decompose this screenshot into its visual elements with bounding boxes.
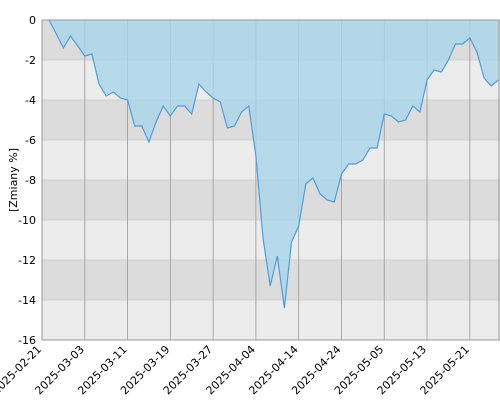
y-axis-label: [Zmiany %]	[7, 148, 20, 212]
area	[49, 20, 499, 308]
plot-frame	[41, 19, 500, 341]
grid-band	[42, 300, 500, 340]
y-tick-label: -14	[18, 294, 36, 307]
y-tick-label: -16	[18, 334, 36, 347]
y-tick-label: 0	[29, 14, 36, 27]
y-tick-label: -4	[25, 94, 36, 107]
line	[48, 19, 499, 309]
y-tick-label: -8	[25, 174, 36, 187]
y-tick-label: -2	[25, 54, 36, 67]
y-tick-label: -10	[18, 214, 36, 227]
y-tick-label: -6	[25, 134, 36, 147]
y-tick-label: -12	[18, 254, 36, 267]
